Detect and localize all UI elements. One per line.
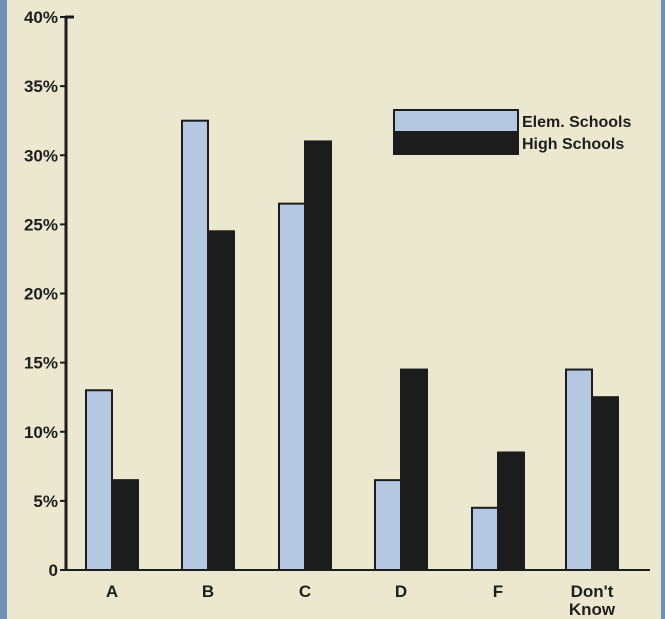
y-tick-label: 20% <box>24 285 58 304</box>
x-tick-label: Know <box>569 600 616 619</box>
y-tick-label: 0 <box>49 561 58 580</box>
bar-high-schools <box>111 479 139 572</box>
x-tick-label: A <box>106 582 118 601</box>
y-tick-label: 30% <box>24 146 58 165</box>
x-tick-label: F <box>493 582 503 601</box>
y-tick-label: 5% <box>33 492 58 511</box>
legend-swatch-elem <box>393 109 519 133</box>
bar-high-schools <box>304 140 332 572</box>
y-tick-label: 15% <box>24 354 58 373</box>
bar-elem-schools <box>85 389 113 571</box>
y-tick-label: 25% <box>24 215 58 234</box>
legend-label: High Schools <box>522 136 624 153</box>
x-tick-label: C <box>299 582 311 601</box>
x-tick-label: D <box>395 582 407 601</box>
bar-elem-schools <box>565 368 593 571</box>
bar-elem-schools <box>181 119 209 571</box>
bar-high-schools <box>497 451 525 571</box>
legend-swatch-high <box>393 131 519 155</box>
left-border <box>0 0 7 619</box>
bar-high-schools <box>591 396 619 571</box>
x-tick-label: Don't <box>571 582 614 601</box>
bar-high-schools <box>400 368 428 571</box>
right-border <box>661 0 665 619</box>
bar-elem-schools <box>278 202 306 571</box>
bar-elem-schools <box>374 479 402 572</box>
x-tick-label: B <box>202 582 214 601</box>
y-tick-label: 40% <box>24 8 58 27</box>
legend-label: Elem. Schools <box>522 114 631 131</box>
y-tick-label: 35% <box>24 77 58 96</box>
bar-high-schools <box>207 230 235 571</box>
y-tick-label: 10% <box>24 423 58 442</box>
bar-elem-schools <box>471 506 499 572</box>
